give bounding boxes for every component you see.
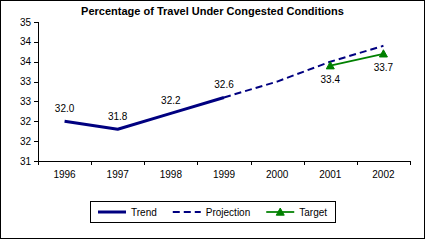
x-tick: [304, 161, 305, 165]
legend: Trend Projection Target: [91, 202, 336, 223]
title: Percentage of Travel Under Congested Con…: [81, 5, 344, 17]
x-tick-label: 2001: [319, 169, 342, 180]
chart-frame: [1, 1, 425, 239]
y-tick-label: 35: [20, 17, 32, 28]
y-tick-label: 33: [20, 96, 32, 107]
x-tick-label: 1996: [53, 169, 76, 180]
series-line: [65, 97, 224, 129]
y-tick-label: 33: [20, 76, 32, 87]
data-label: 33.7: [374, 62, 394, 73]
legend-frame: [91, 202, 336, 223]
legend-label: Projection: [206, 207, 250, 218]
data-label: 32.0: [55, 103, 75, 114]
y-tick-label: 31: [20, 156, 32, 167]
legend-item: Trend: [98, 207, 157, 218]
x-tick-label: 2000: [266, 169, 289, 180]
y-tick: [34, 62, 38, 63]
x-tick: [197, 161, 198, 165]
x-tick: [38, 161, 39, 165]
legend-label: Target: [299, 207, 327, 218]
legend-marker: [276, 208, 284, 215]
y-tick: [34, 141, 38, 142]
x-tick: [410, 161, 411, 165]
y-tick: [34, 82, 38, 83]
data-label: 32.6: [214, 79, 234, 90]
plot-marks: [65, 46, 388, 129]
y-tick: [34, 101, 38, 102]
legend-item: Projection: [173, 207, 250, 218]
y-axis: [38, 22, 39, 161]
x-tick-label: 1997: [107, 169, 130, 180]
chart: Percentage of Travel Under Congested Con…: [0, 0, 425, 239]
y-tick: [34, 161, 38, 162]
legend-swatch: [173, 211, 201, 213]
data-label: 33.4: [321, 74, 341, 85]
legend-swatch: [98, 211, 126, 214]
legend-item: Target: [266, 207, 327, 218]
x-tick: [91, 161, 92, 165]
series-marker: [379, 50, 387, 57]
y-tick: [34, 42, 38, 43]
x-tick-label: 2002: [372, 169, 395, 180]
x-tick: [251, 161, 252, 165]
y-tick: [34, 22, 38, 23]
y-tick-label: 32: [20, 136, 32, 147]
y-tick: [34, 121, 38, 122]
x-tick: [357, 161, 358, 165]
x-tick-label: 1998: [160, 169, 183, 180]
y-tick-label: 34: [20, 36, 32, 47]
legend-label: Trend: [131, 207, 157, 218]
x-axis: [38, 161, 410, 162]
y-tick-label: 32: [20, 116, 32, 127]
y-tick-label: 34: [20, 56, 32, 67]
data-label: 31.8: [108, 111, 128, 122]
x-tick-label: 1999: [213, 169, 236, 180]
series-line: [224, 46, 383, 98]
series-marker: [326, 62, 334, 69]
x-tick: [144, 161, 145, 165]
data-label: 32.2: [161, 95, 181, 106]
